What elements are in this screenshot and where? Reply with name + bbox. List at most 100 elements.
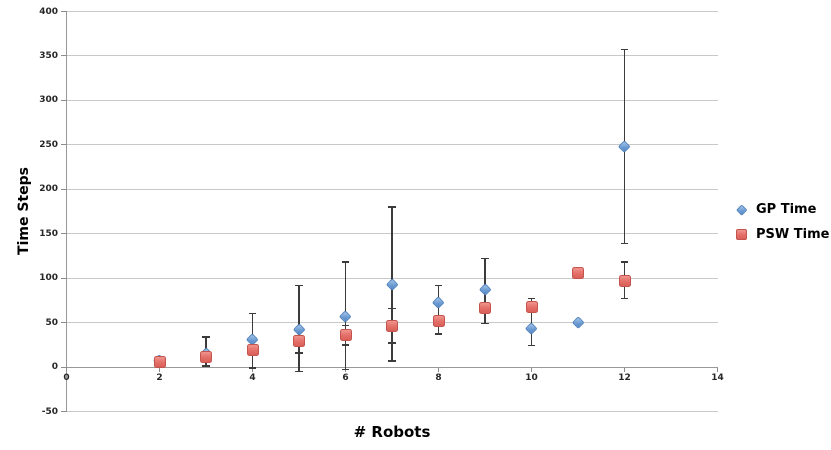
x-tick	[531, 367, 532, 372]
psw-time-point	[618, 274, 631, 287]
x-tick-label: 4	[249, 373, 256, 383]
error-bar-cap-top	[202, 336, 210, 338]
error-bar-cap-bottom	[295, 352, 303, 354]
x-tick-label: 14	[711, 373, 724, 383]
error-bar-cap-bottom	[620, 242, 629, 245]
y-tick	[61, 144, 67, 146]
psw-time-point	[572, 266, 584, 279]
x-axis-line	[66, 366, 718, 368]
gp-time-point	[385, 278, 399, 291]
y-axis-line	[66, 11, 67, 412]
y-axis-title: Time Steps	[16, 167, 32, 255]
legend-label-gp-time: GP Time	[756, 202, 817, 217]
x-axis-title: # Robots	[353, 423, 431, 441]
y-tick	[61, 366, 67, 368]
error-bar-cap-bottom	[481, 322, 489, 325]
y-tick	[61, 233, 67, 235]
error-bar-cap-top	[388, 206, 396, 208]
y-tick	[61, 11, 67, 12]
error-bar-cap-top	[434, 284, 443, 287]
y-tick	[61, 322, 67, 324]
x-tick	[159, 367, 160, 372]
gridline	[66, 188, 718, 190]
x-tick-label: 6	[342, 373, 349, 383]
error-bar-cap-bottom	[620, 297, 629, 300]
x-tick-label: 10	[525, 373, 538, 383]
x-tick-label: 12	[618, 373, 631, 383]
gridline	[66, 99, 718, 101]
legend-item-gp-time: GP Time	[735, 202, 829, 217]
error-bar-cap-bottom	[341, 368, 350, 371]
gp-time-point	[292, 322, 306, 335]
error-bar	[437, 285, 440, 335]
y-tick-label: 350	[39, 50, 58, 61]
error-bar-cap-top	[248, 312, 257, 315]
gp-time-point	[432, 296, 445, 309]
y-tick	[61, 99, 67, 101]
error-bar-cap-bottom	[434, 333, 443, 335]
psw-time-point	[432, 314, 445, 327]
y-tick-label: -50	[41, 406, 58, 417]
gridline	[66, 144, 718, 146]
psw-time-point	[525, 300, 538, 313]
error-bar-cap-top	[341, 261, 350, 263]
x-tick	[66, 367, 67, 372]
x-tick-label: 2	[156, 373, 163, 383]
legend: GP Time PSW Time	[735, 202, 829, 252]
error-bar-cap-bottom	[295, 370, 303, 373]
y-tick-label: 250	[39, 139, 58, 150]
y-tick-label: 100	[39, 273, 58, 284]
psw-time-point	[246, 344, 259, 357]
y-tick-label: 150	[39, 228, 58, 239]
psw-time-square-icon	[735, 228, 748, 241]
y-tick	[61, 188, 67, 190]
gp-time-diamond-icon	[735, 203, 748, 216]
x-tick	[252, 367, 253, 372]
gp-time-point	[618, 140, 631, 153]
gp-time-point	[525, 321, 538, 334]
psw-time-point	[386, 320, 398, 333]
error-bar-cap-bottom	[388, 360, 396, 362]
legend-label-psw-time: PSW Time	[756, 227, 830, 242]
error-bar-cap-top	[620, 48, 629, 51]
x-tick	[438, 367, 439, 372]
error-bar-cap-top	[295, 284, 303, 287]
x-tick	[717, 367, 718, 372]
y-tick-label: 50	[45, 317, 58, 328]
y-tick	[61, 411, 67, 412]
error-bar-cap-top	[341, 324, 350, 327]
error-bar-cap-bottom	[388, 342, 396, 344]
error-bar	[298, 341, 300, 353]
error-bar-cap-top	[527, 297, 536, 300]
gp-time-point	[571, 316, 585, 329]
gridline	[66, 411, 718, 412]
gp-time-point	[339, 310, 352, 323]
error-bar-cap-top	[620, 261, 629, 263]
gridline	[66, 11, 718, 12]
y-tick-label: 300	[39, 95, 58, 106]
x-tick	[624, 367, 625, 372]
y-tick	[61, 55, 67, 57]
gridline	[66, 55, 718, 57]
error-bar-cap-bottom	[202, 365, 210, 367]
y-tick-label: 400	[39, 6, 58, 17]
y-tick	[61, 277, 67, 279]
error-bar-cap-top	[481, 257, 489, 260]
psw-time-point	[479, 302, 491, 315]
y-tick-label: 0	[51, 362, 58, 373]
psw-time-point	[200, 351, 212, 364]
y-tick-label: 200	[39, 184, 58, 195]
legend-item-psw-time: PSW Time	[735, 227, 829, 242]
psw-time-point	[293, 335, 305, 348]
x-tick-label: 0	[63, 373, 70, 383]
error-bar-cap-bottom	[527, 344, 536, 347]
gp-time-point	[478, 283, 492, 296]
error-bar-cap-top	[388, 307, 396, 310]
psw-time-point	[339, 329, 352, 342]
error-bar-cap-bottom	[248, 367, 257, 369]
error-bar-cap-bottom	[341, 344, 350, 346]
psw-time-point	[153, 355, 166, 368]
x-tick-label: 8	[435, 373, 442, 383]
